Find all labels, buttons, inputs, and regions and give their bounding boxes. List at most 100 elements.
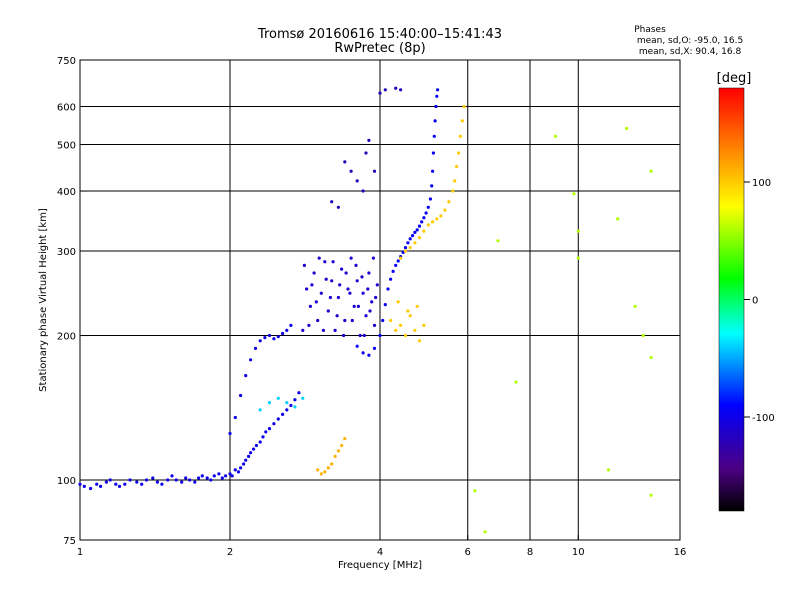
data-point-o_patch <box>343 318 347 323</box>
data-point-o_patch <box>361 291 365 295</box>
data-point-stray_points <box>641 333 645 338</box>
data-point-o_patch <box>319 291 323 295</box>
data-point-o_bottom <box>261 435 265 439</box>
x-axis-label: Frequency [MHz] <box>338 560 422 571</box>
data-point-o_f2 <box>401 250 405 254</box>
data-point-o_bottom <box>123 482 127 486</box>
data-point-o_f2 <box>389 277 393 281</box>
data-point-x_low <box>336 449 340 453</box>
data-point-o_bottom <box>289 403 293 408</box>
data-point-o_bottom <box>155 480 159 484</box>
data-point-x_high <box>451 189 455 193</box>
data-point-cyan_low <box>285 401 289 405</box>
data-point-o_patch <box>349 256 353 260</box>
data-point-o_bottom <box>272 422 276 426</box>
y-axis-label: Stationary phase Virtual Height [km] <box>38 208 49 392</box>
data-point-o_bottom <box>170 474 174 478</box>
tick-layer: 1 2 4 8 16 6 10 75 100 200 300 400 500 600 750 <box>57 56 686 558</box>
y-tick-label: 75 <box>63 536 76 547</box>
data-point-o_f2 <box>378 333 382 338</box>
data-point-o_low_branch <box>276 335 280 339</box>
data-point-o_patch <box>317 256 321 260</box>
data-point-o_stray <box>343 160 347 164</box>
data-point-o_patch <box>344 271 348 275</box>
data-point-o_bottom <box>166 478 170 482</box>
data-point-o_f2 <box>383 303 387 307</box>
data-point-x_patch <box>413 328 417 332</box>
data-point-o_bottom <box>108 478 112 482</box>
data-point-o_f2 <box>432 134 436 138</box>
data-point-o_patch <box>367 271 371 275</box>
data-point-o_patch <box>340 267 344 271</box>
data-point-o_bottom <box>180 480 184 484</box>
data-point-o_patch <box>330 279 334 283</box>
data-point-o_patch <box>336 295 340 300</box>
data-point-o_bottom <box>228 472 232 476</box>
data-point-o_patch <box>308 304 312 308</box>
data-point-o_stray <box>336 205 340 209</box>
x-tick-label: 6 <box>465 547 471 558</box>
data-point-o_patch <box>314 300 318 304</box>
data-point-o_low_branch <box>263 336 267 340</box>
data-point-o_bottom <box>160 482 164 486</box>
data-point-o_low_branch <box>267 333 272 338</box>
data-point-o_bottom <box>276 417 280 421</box>
colorbar-label: [deg] <box>717 71 752 86</box>
data-point-o_patch <box>348 291 352 295</box>
data-point-o_bottom <box>285 408 289 412</box>
data-point-o_patch <box>362 333 366 338</box>
data-point-x_low <box>323 470 327 474</box>
data-point-o_bottom <box>264 430 268 434</box>
data-point-stray_points <box>553 134 558 138</box>
data-point-o_low_branch <box>258 339 262 343</box>
data-point-x_low <box>333 454 337 458</box>
data-point-o_f2 <box>413 230 417 234</box>
data-point-x_patch <box>396 300 400 304</box>
y-tick-label: 400 <box>57 187 76 198</box>
data-point-o_patch <box>355 279 359 283</box>
data-point-o_bottom <box>197 476 201 480</box>
data-point-o_bottom <box>193 480 197 484</box>
data-point-o_patch <box>316 318 320 323</box>
data-point-o_bottom <box>174 478 178 482</box>
data-point-x_high <box>460 119 464 123</box>
phase-stats-x: mean, sd,X: 90.4, 16.8 <box>639 47 742 57</box>
data-point-o_patch <box>342 333 346 338</box>
data-point-o_bottom <box>258 440 262 444</box>
data-point-x_high <box>462 104 466 109</box>
data-point-o_bottom <box>188 478 192 482</box>
data-point-x_low <box>319 472 323 476</box>
data-point-o_patch <box>328 295 332 300</box>
data-point-o_low_branch <box>281 331 285 336</box>
data-point-o_patch <box>335 314 339 318</box>
data-point-o_bottom <box>144 478 149 482</box>
data-point-o_bottom <box>78 482 82 486</box>
data-point-o_f2 <box>428 197 432 201</box>
data-point-x_high <box>458 134 462 138</box>
data-point-o_stray <box>349 169 353 173</box>
data-point-o_f2 <box>386 287 390 291</box>
data-point-x_patch <box>417 339 422 343</box>
data-point-o_patch <box>307 323 311 327</box>
data-point-o_f2 <box>431 151 435 155</box>
data-point-o_patch <box>375 283 379 287</box>
data-point-stray_points <box>649 493 653 497</box>
data-point-o_patch <box>368 309 372 313</box>
data-point-o_bottom <box>140 482 144 486</box>
data-point-o_patch <box>301 328 305 332</box>
data-point-x_high <box>413 241 417 245</box>
data-point-o_bottom <box>135 480 139 484</box>
y-tick-label: 200 <box>57 332 76 343</box>
data-point-o_stray <box>330 200 334 204</box>
data-point-o_bottom <box>114 482 118 486</box>
data-point-stray_points <box>496 239 500 243</box>
data-point-o_bottom <box>244 458 248 462</box>
chart-title: Tromsø 20160616 15:40:00–15:41:43 <box>257 27 502 42</box>
data-point-stray_points <box>649 169 653 173</box>
data-point-o_patch <box>358 333 362 338</box>
data-point-o_f2 <box>420 220 424 224</box>
data-points <box>78 86 653 534</box>
colorbar <box>718 87 745 512</box>
grid-layer <box>80 60 680 540</box>
x-tick-label: 4 <box>377 547 383 558</box>
